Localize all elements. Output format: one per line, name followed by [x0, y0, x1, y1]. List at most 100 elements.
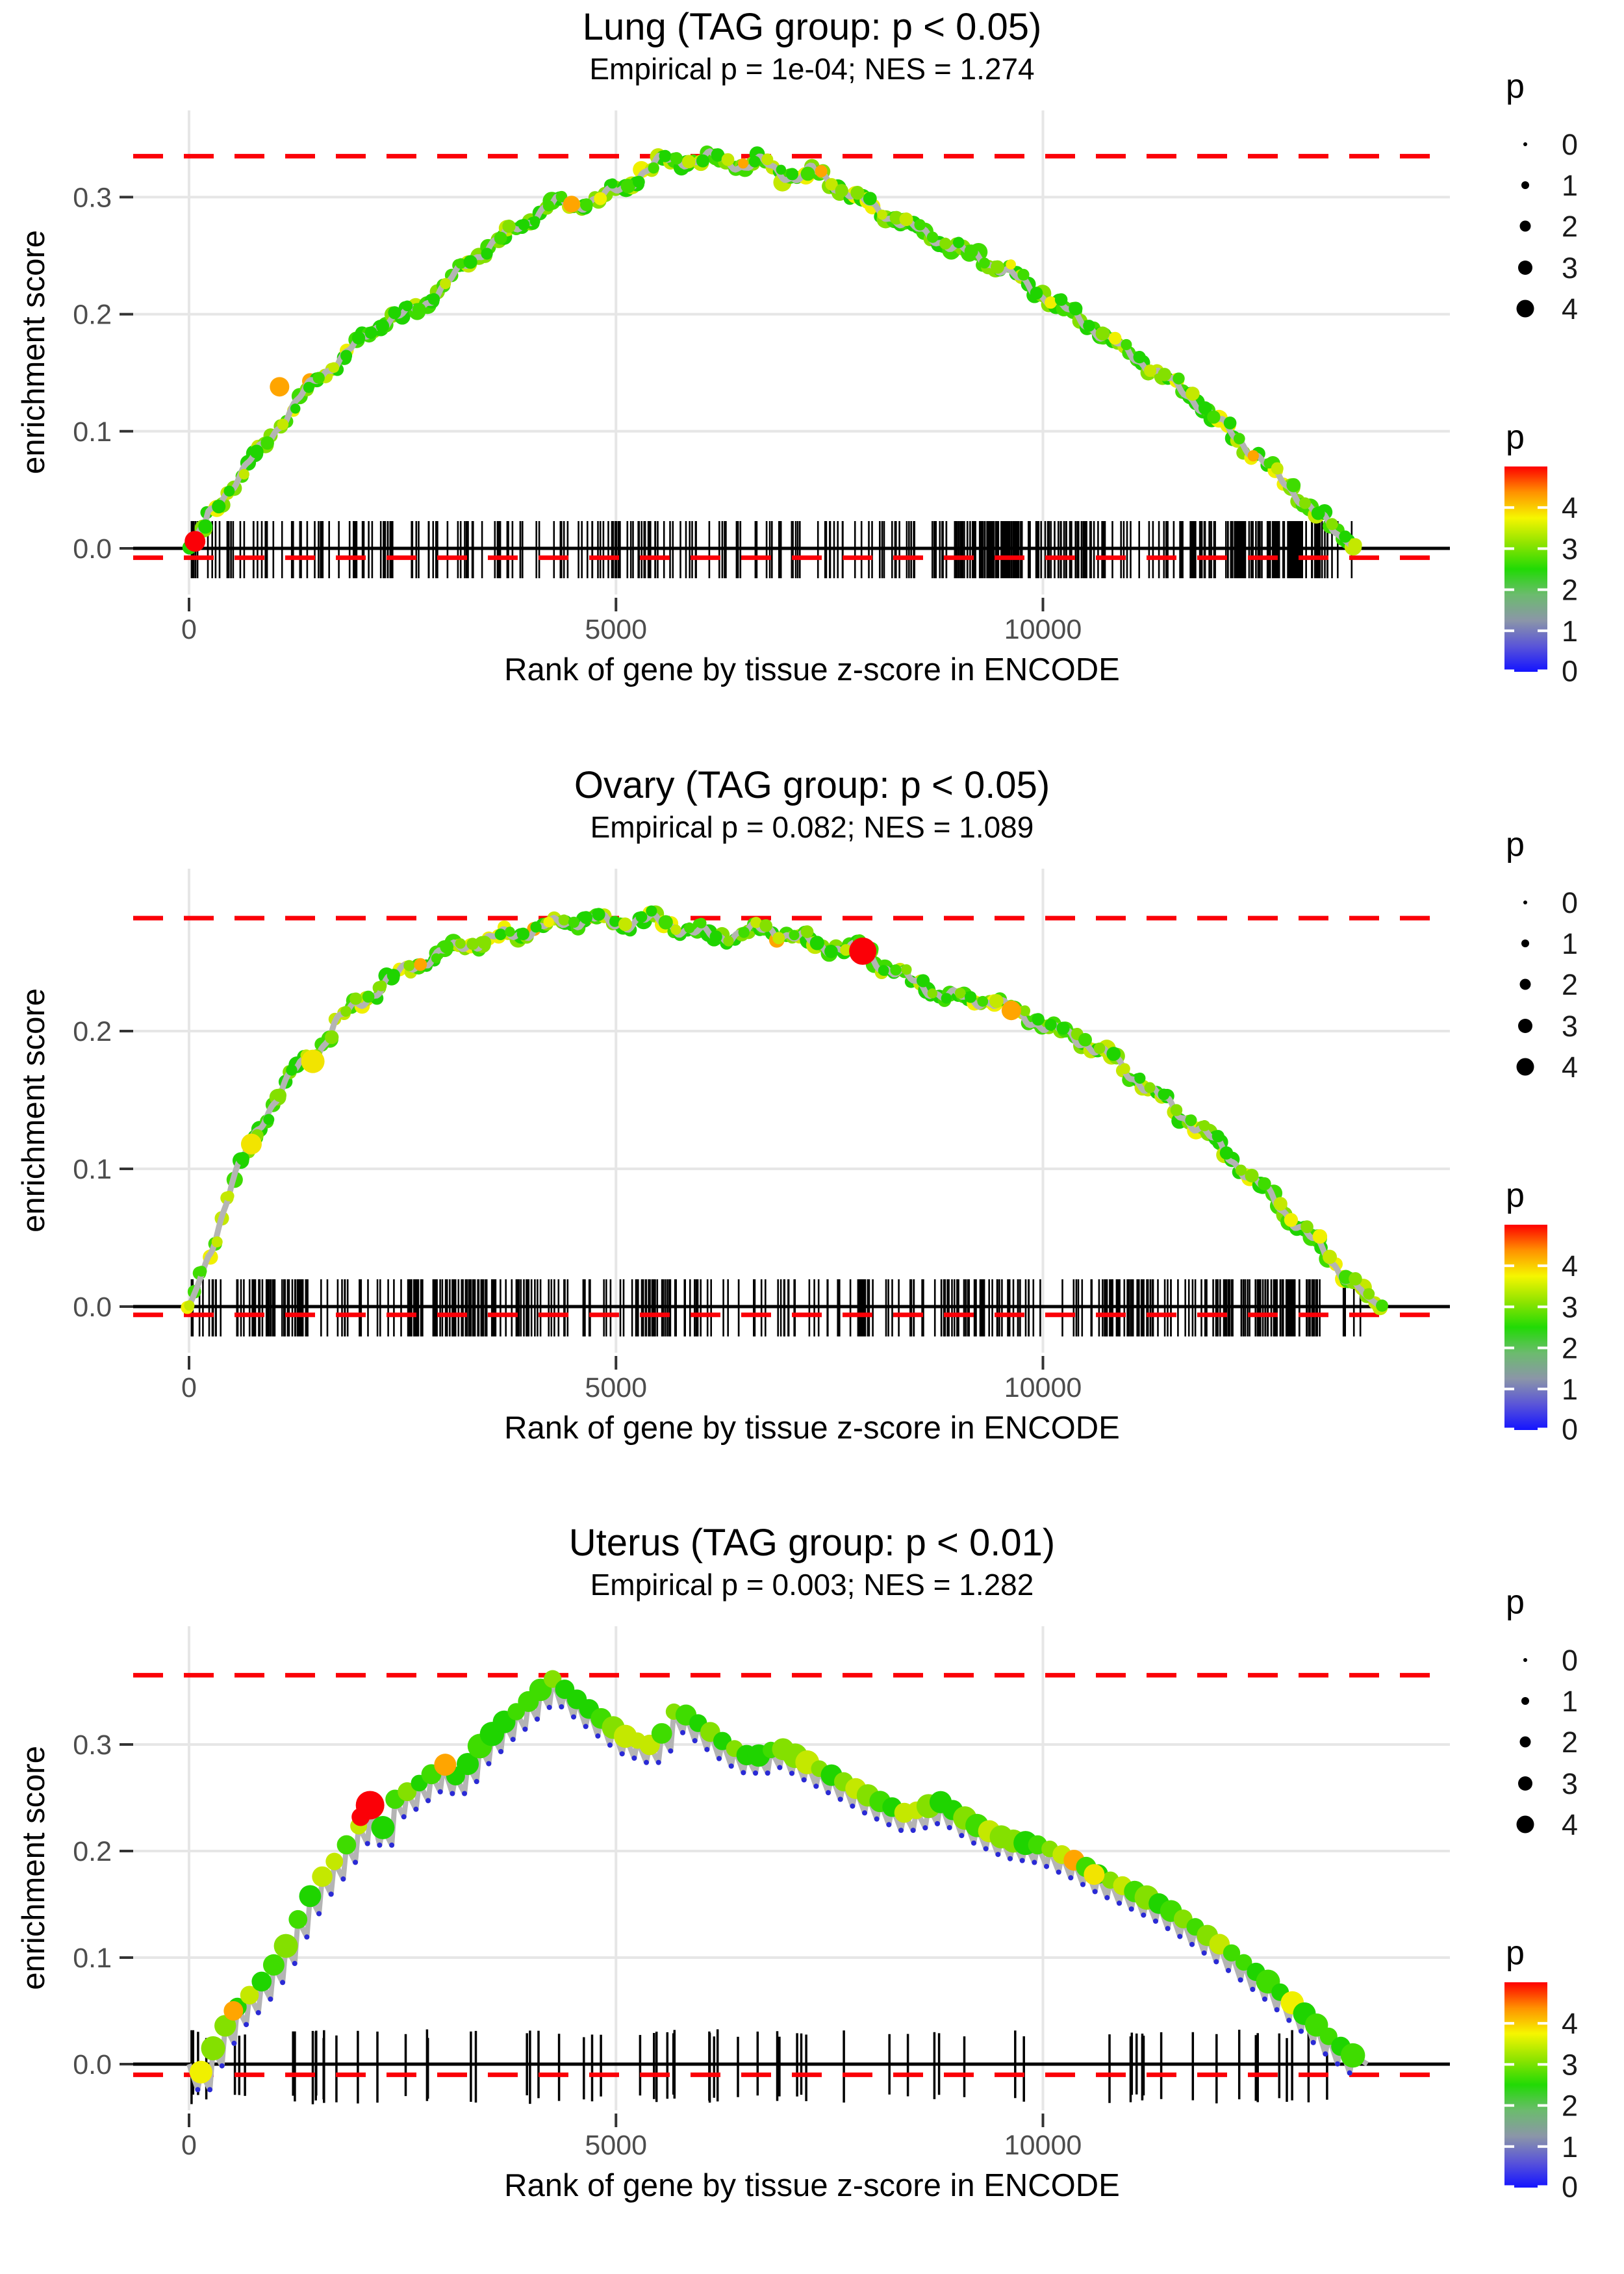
gene-dot	[825, 178, 838, 191]
gene-dot	[646, 905, 657, 917]
gene-dot	[1207, 410, 1221, 424]
gene-dot	[579, 911, 593, 925]
size-legend-label: 1	[1562, 927, 1578, 960]
gene-dot	[457, 1752, 479, 1776]
gene-dot	[952, 236, 965, 249]
zero-p-gene-dot	[1068, 1875, 1074, 1881]
gene-dot	[939, 237, 952, 250]
running-score-line	[186, 911, 1382, 1309]
gene-dot	[1144, 1082, 1156, 1093]
gene-dot	[954, 988, 966, 999]
zero-p-gene-dot	[1008, 1856, 1013, 1861]
zero-p-gene-dot	[1334, 2061, 1340, 2067]
size-legend-dot	[1519, 1736, 1531, 1748]
gene-dot	[659, 149, 672, 162]
colorbar-label: 1	[1562, 615, 1578, 648]
gene-dot	[1233, 433, 1245, 444]
gene-dot	[1119, 1063, 1130, 1075]
zero-p-gene-dot	[522, 1726, 528, 1732]
zero-p-gene-dot	[425, 1798, 431, 1804]
size-legend-title: p	[1506, 826, 1525, 863]
colorbar-gradient	[1504, 1982, 1547, 2188]
gene-dot	[325, 1030, 339, 1045]
colorbar-label: 3	[1562, 532, 1578, 565]
gene-dot	[568, 916, 580, 928]
gene-dot	[721, 153, 735, 166]
zero-p-gene-dot	[959, 1833, 965, 1839]
plot1-x-axis-title: Rank of gene by tissue z-score in ENCODE	[504, 652, 1120, 687]
highlight-gene-dot	[270, 377, 290, 397]
gene-dot	[303, 381, 314, 393]
gene-dot	[427, 293, 440, 305]
gene-dot	[1143, 364, 1157, 377]
gene-dot	[251, 1971, 272, 1992]
gene-dot	[466, 938, 479, 951]
gene-dot	[1185, 1114, 1197, 1127]
gene-dot	[543, 917, 554, 928]
y-tick-label: 0.1	[73, 416, 112, 448]
gene-dot	[738, 926, 750, 938]
zero-p-gene-dot	[837, 1796, 843, 1802]
gene-dot	[1133, 351, 1146, 364]
gene-dot	[1326, 518, 1338, 530]
colorbar-tick	[1538, 506, 1547, 509]
plot3-y-axis-title: enrichment score	[16, 1746, 51, 1990]
gene-dot	[772, 932, 785, 945]
colorbar-tick	[1504, 1264, 1514, 1268]
zero-p-gene-dot	[268, 1996, 273, 2002]
x-tick-label: 10000	[1004, 1372, 1082, 1403]
gene-dot	[592, 908, 605, 921]
zero-p-gene-dot	[255, 2010, 261, 2015]
colorbar-tick	[1538, 1346, 1547, 1349]
zero-p-gene-dot	[789, 1770, 795, 1776]
gene-dot	[1212, 1130, 1224, 1143]
colorbar-tick	[1538, 1387, 1547, 1390]
gene-dot	[201, 2036, 225, 2061]
size-legend-dot	[1523, 1658, 1527, 1662]
zero-p-gene-dot	[353, 1859, 359, 1865]
y-tick-label: 0.2	[73, 1016, 112, 1047]
zero-p-gene-dot	[1080, 1882, 1086, 1887]
gene-dot	[558, 914, 570, 926]
gene-dot	[1108, 331, 1122, 345]
zero-p-gene-dot	[898, 1828, 904, 1833]
gene-dot	[494, 928, 507, 941]
size-legend-dot	[1519, 978, 1531, 990]
gene-dot	[809, 936, 824, 951]
gene-dot	[901, 964, 912, 975]
colorbar-tick	[1538, 547, 1547, 550]
size-legend-label: 1	[1562, 169, 1578, 202]
gene-dot	[198, 519, 213, 534]
highlight-gene-dot	[563, 196, 580, 213]
colorbar-legend-title: p	[1506, 1177, 1525, 1214]
colorbar-tick	[1504, 1387, 1514, 1390]
gene-dot	[709, 930, 722, 943]
gene-dot	[964, 991, 977, 1003]
gene-dot	[1349, 1272, 1362, 1286]
gene-dot	[1273, 1197, 1288, 1211]
zero-p-gene-dot	[1032, 1859, 1037, 1865]
size-legend-dot	[1516, 1058, 1534, 1076]
size-legend-label: 0	[1562, 128, 1578, 161]
colorbar-label: 4	[1562, 491, 1578, 524]
zero-p-gene-dot	[474, 1779, 479, 1785]
rug-ticks	[190, 2029, 1328, 2104]
zero-p-gene-dot	[1104, 1895, 1110, 1900]
gene-dot	[312, 1866, 333, 1887]
gene-dot	[518, 218, 530, 231]
highlight-gene-dot	[1084, 1864, 1105, 1885]
size-legend-label: 4	[1562, 1051, 1578, 1084]
zero-p-gene-dot	[1165, 1926, 1171, 1932]
gene-dot	[440, 277, 451, 290]
zero-p-gene-dot	[1298, 2028, 1304, 2034]
plot1-subtitle: Empirical p = 1e-04; NES = 1.274	[589, 52, 1035, 86]
zero-p-gene-dot	[728, 1763, 734, 1769]
plot1-title: Lung (TAG group: p < 0.05)	[582, 6, 1042, 48]
gene-dot	[1339, 530, 1352, 543]
gene-dot	[455, 938, 466, 949]
gene-dot	[1363, 1288, 1375, 1300]
gene-dot	[362, 990, 375, 1003]
y-tick-label: 0.3	[73, 1730, 112, 1761]
gene-dot	[340, 350, 353, 362]
gene-dot	[1093, 1042, 1106, 1054]
